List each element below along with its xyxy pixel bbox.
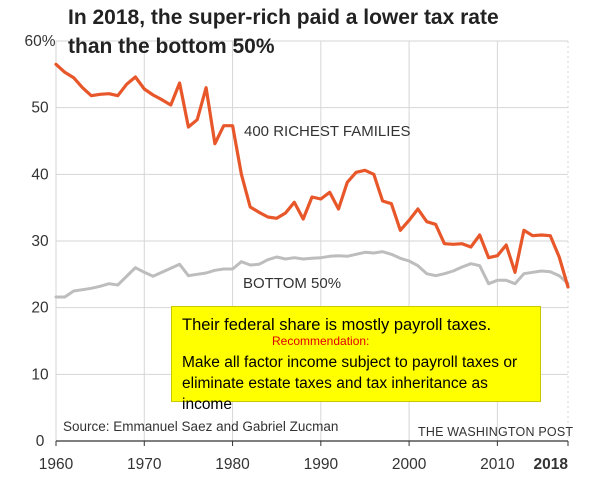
y-tick-label-0: 0 — [36, 433, 45, 450]
y-tick-label-20: 20 — [31, 300, 49, 317]
x-tick-label-1980: 1980 — [215, 456, 250, 473]
y-axis-ticks: 0 10 20 30 40 50 60% — [24, 33, 55, 450]
callout-body: Make all factor income subject to payrol… — [182, 354, 518, 413]
y-tick-label-60: 60% — [24, 33, 55, 50]
series-lines — [54, 62, 570, 299]
source-note: Source: Emmanuel Saez and Gabriel Zucman — [63, 419, 338, 434]
chart-title-line-2: than the bottom 50% — [68, 35, 275, 58]
recommendation-callout: Their federal share is mostly payroll ta… — [171, 306, 541, 413]
callout-headline: Their federal share is mostly payroll ta… — [182, 316, 492, 334]
publisher-credit: THE WASHINGTON POST — [418, 425, 573, 439]
y-tick-label-10: 10 — [31, 366, 49, 383]
y-tick-label-40: 40 — [31, 166, 49, 183]
x-tick-label-1960: 1960 — [39, 456, 74, 473]
series-label-bottom-50: BOTTOM 50% — [243, 275, 341, 292]
recommendation-label: Recommendation: — [272, 334, 370, 348]
series-line-richest-families — [54, 62, 570, 289]
x-tick-label-1990: 1990 — [304, 456, 339, 473]
x-tick-label-1970: 1970 — [127, 456, 162, 473]
x-tick-label-2018: 2018 — [534, 456, 569, 473]
x-tick-label-2000: 2000 — [392, 456, 427, 473]
y-tick-label-50: 50 — [31, 100, 49, 117]
x-axis-ticks: 1960 1970 1980 1990 2000 2010 2018 — [39, 441, 569, 473]
x-tick-label-2010: 2010 — [480, 456, 515, 473]
series-line-bottom-50 — [54, 250, 570, 299]
series-label-richest: 400 RICHEST FAMILIES — [244, 123, 410, 140]
chart-title-line-1: In 2018, the super-rich paid a lower tax… — [68, 6, 499, 29]
y-tick-label-30: 30 — [31, 233, 49, 250]
